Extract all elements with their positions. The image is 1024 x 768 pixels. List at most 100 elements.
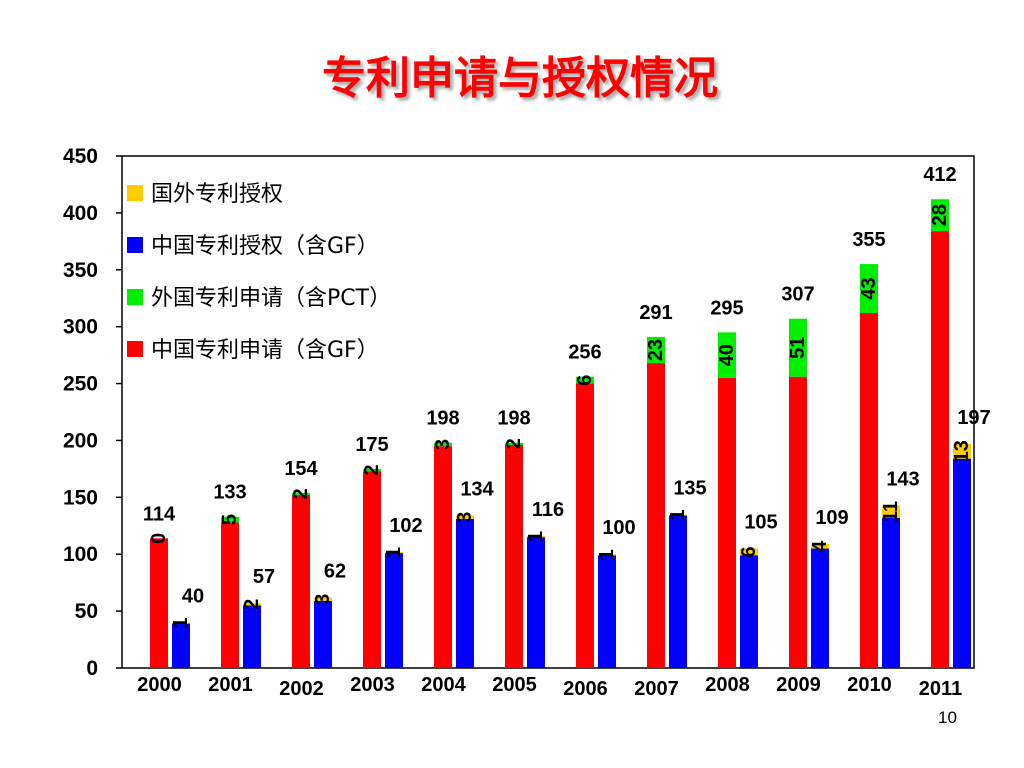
bar-china-application-2001 [221,522,239,668]
y-tick-label: 100 [63,543,98,566]
x-tick-label: 2007 [634,678,679,700]
segment-label-foreign-application: 2 [361,464,383,475]
bar-china-grant-2007 [669,515,687,668]
segment-label-foreign-grant: 11 [880,501,902,522]
bar-china-grant-2008 [740,555,758,668]
y-tick-label: 50 [75,600,98,623]
application-total-label: 295 [710,297,743,319]
slide-title: 专利申请与授权情况 [322,53,718,104]
bar-china-grant-2004 [456,518,474,668]
bar-foreign-grant-2007 [669,514,687,516]
x-tick-label: 2006 [563,678,608,700]
bar-china-application-2008 [718,377,736,668]
grant-total-label: 134 [460,479,494,501]
x-tick-label: 2011 [919,678,962,700]
bar-foreign-application-2005 [505,442,523,445]
y-tick-label: 450 [63,145,98,168]
x-tick-label: 2002 [279,678,324,700]
bar-foreign-application-2010 [860,264,878,314]
application-total-label: 256 [568,342,601,364]
bar-foreign-grant-2004 [456,515,474,519]
chart-bars [150,199,971,669]
application-total-label: 154 [284,458,318,480]
bar-foreign-application-2004 [434,442,452,447]
bar-foreign-application-2002 [292,492,310,496]
bar-china-application-2000 [150,538,168,668]
bar-foreign-grant-2011 [953,443,971,459]
x-tick-label: 2001 [208,674,253,696]
x-tick-label: 2005 [492,674,537,696]
segment-label-foreign-grant: 4 [809,540,831,552]
grant-total-label: 105 [744,512,777,534]
segment-label-foreign-grant: 2 [241,599,263,610]
x-tick-label: 2004 [421,674,466,696]
bar-china-application-2003 [363,471,381,668]
segment-label-foreign-application: 0 [148,533,170,544]
bar-china-grant-2010 [882,517,900,668]
bar-foreign-application-2009 [789,318,807,377]
bar-china-grant-2000 [172,623,190,668]
grant-total-label: 143 [886,468,919,490]
application-total-label: 198 [426,408,459,430]
segment-label-foreign-grant: 1 [596,549,618,560]
bar-foreign-application-2008 [718,332,736,378]
bar-foreign-application-2001 [221,516,239,523]
segment-label-foreign-application: 5 [219,514,241,525]
x-tick-label: 2000 [137,674,182,696]
bar-china-grant-2001 [243,605,261,668]
segment-label-foreign-grant: 6 [738,546,760,557]
segment-label-foreign-application: 6 [574,375,596,386]
legend-label: 中国专利申请（含GF） [151,338,379,363]
application-total-label: 175 [355,434,388,456]
application-total-label: 412 [923,164,956,186]
x-tick-label: 2009 [776,674,821,696]
x-tick-label: 2003 [350,674,395,696]
bar-foreign-grant-2006 [598,554,616,556]
application-total-label: 114 [143,503,176,525]
bar-china-application-2005 [505,444,523,668]
segment-label-foreign-application: 40 [716,344,738,366]
bar-china-application-2007 [647,363,665,668]
segment-label-foreign-application: 51 [787,337,809,359]
bar-china-application-2009 [789,376,807,668]
grant-total-label: 62 [324,560,346,582]
segment-label-foreign-grant: 1 [667,509,689,520]
legend-swatch-foreign-grant [127,185,143,201]
x-tick-label: 2010 [847,674,892,696]
grant-total-label: 57 [253,566,275,588]
chart-data-labels: 0111440521335723154622117510233198134211… [143,164,991,628]
bar-foreign-grant-2008 [740,548,758,556]
segment-label-foreign-application: 2 [290,488,312,499]
bar-foreign-grant-2010 [882,505,900,518]
grant-total-label: 100 [602,517,635,539]
grant-total-label: 109 [815,507,848,529]
bar-foreign-grant-2000 [172,622,190,624]
bar-china-application-2010 [860,313,878,668]
bar-china-grant-2002 [314,600,332,668]
segment-label-foreign-application: 43 [858,277,880,299]
grant-total-label: 135 [673,477,706,499]
bar-china-application-2011 [931,231,949,669]
segment-label-foreign-grant: 1 [170,617,192,628]
bar-foreign-grant-2002 [314,597,332,601]
y-tick-label: 300 [63,316,98,339]
grant-total-label: 116 [532,499,564,521]
bar-china-application-2004 [434,446,452,668]
grant-total-label: 197 [957,407,990,429]
legend-swatch-china-grant [127,237,143,253]
application-total-label: 355 [852,229,885,251]
bar-foreign-grant-2001 [243,603,261,606]
y-tick-label: 400 [63,202,98,225]
bar-china-application-2002 [292,495,310,668]
plot-area-border [121,155,975,669]
segment-label-foreign-application: 3 [432,439,454,450]
segment-label-foreign-grant: 1 [525,531,547,542]
bar-foreign-application-2011 [931,199,949,232]
y-tick-label: 150 [63,486,98,509]
legend-swatch-china-application [127,341,143,357]
segment-label-foreign-grant: 1 [383,547,405,558]
segment-label-foreign-grant: 3 [312,594,334,605]
legend-swatch-foreign-application [127,289,143,305]
